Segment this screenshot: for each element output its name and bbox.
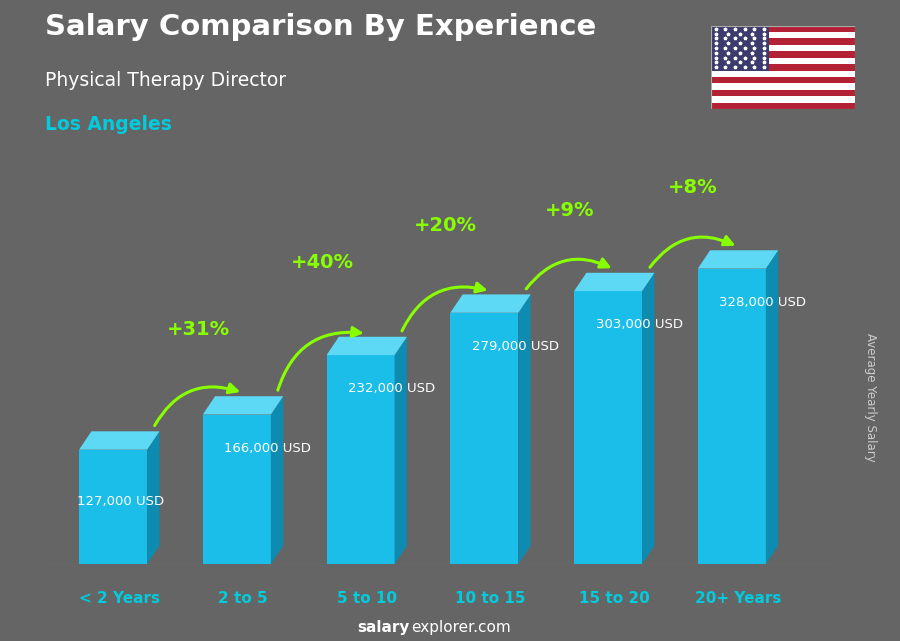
Text: salary: salary — [357, 620, 410, 635]
Polygon shape — [327, 355, 394, 564]
Text: +8%: +8% — [669, 178, 718, 197]
Text: 5 to 10: 5 to 10 — [337, 591, 397, 606]
Text: 328,000 USD: 328,000 USD — [719, 296, 806, 308]
Text: explorer.com: explorer.com — [411, 620, 511, 635]
Text: Average Yearly Salary: Average Yearly Salary — [865, 333, 878, 462]
Polygon shape — [698, 269, 766, 564]
Bar — [711, 64, 855, 71]
Polygon shape — [327, 337, 407, 355]
Polygon shape — [79, 431, 159, 450]
Text: 10 to 15: 10 to 15 — [455, 591, 526, 606]
Bar — [711, 38, 855, 45]
Polygon shape — [147, 431, 159, 564]
Bar — [711, 26, 855, 32]
Polygon shape — [450, 294, 531, 313]
Polygon shape — [766, 250, 778, 564]
Polygon shape — [518, 294, 531, 564]
Polygon shape — [698, 250, 778, 269]
Polygon shape — [450, 313, 518, 564]
Text: 232,000 USD: 232,000 USD — [348, 382, 436, 395]
Text: Physical Therapy Director: Physical Therapy Director — [45, 71, 286, 90]
Bar — [711, 26, 769, 71]
Text: 15 to 20: 15 to 20 — [579, 591, 650, 606]
Polygon shape — [642, 273, 654, 564]
Text: Los Angeles: Los Angeles — [45, 115, 172, 135]
Polygon shape — [574, 291, 642, 564]
Bar — [711, 103, 855, 109]
Text: 279,000 USD: 279,000 USD — [472, 340, 559, 353]
Bar — [711, 45, 855, 51]
Text: 303,000 USD: 303,000 USD — [596, 318, 683, 331]
Text: +9%: +9% — [544, 201, 594, 220]
Bar — [711, 90, 855, 96]
Bar — [711, 32, 855, 38]
Bar — [711, 51, 855, 58]
Polygon shape — [394, 337, 407, 564]
Polygon shape — [202, 415, 271, 564]
Text: 2 to 5: 2 to 5 — [218, 591, 268, 606]
Polygon shape — [202, 396, 284, 415]
Bar — [711, 58, 855, 64]
Bar — [711, 71, 855, 77]
Polygon shape — [271, 396, 284, 564]
Text: 166,000 USD: 166,000 USD — [224, 442, 311, 454]
Text: 20+ Years: 20+ Years — [695, 591, 781, 606]
Bar — [711, 96, 855, 103]
Text: +40%: +40% — [291, 253, 354, 272]
Text: < 2 Years: < 2 Years — [79, 591, 160, 606]
Polygon shape — [574, 273, 654, 291]
Text: Salary Comparison By Experience: Salary Comparison By Experience — [45, 13, 596, 41]
Text: 127,000 USD: 127,000 USD — [76, 495, 164, 508]
Bar — [711, 77, 855, 83]
Text: +31%: +31% — [166, 320, 230, 339]
Text: +20%: +20% — [414, 216, 477, 235]
Polygon shape — [79, 450, 147, 564]
Bar — [711, 83, 855, 90]
